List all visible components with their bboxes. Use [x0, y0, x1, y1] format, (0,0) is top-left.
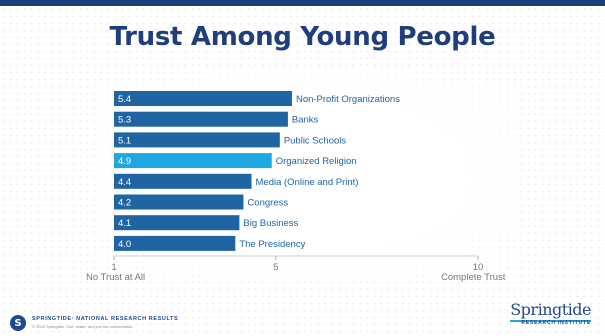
footer: S SPRINGTIDE· NATIONAL RESEARCH RESULTS … [10, 315, 178, 331]
springtide-logo: Springtide RESEARCH INSTITUTE [510, 300, 591, 326]
logo-underline [510, 320, 591, 322]
category-label: Non-Profit Organizations [296, 94, 400, 105]
x-tick-label: 1 [111, 262, 116, 273]
bar-value-label: 5.4 [118, 94, 131, 105]
springtide-badge-icon: S [10, 315, 26, 331]
axis-max-label: Complete Trust [441, 272, 506, 283]
bar [114, 111, 288, 127]
slide-title: Trust Among Young People [109, 22, 496, 52]
footer-title: SPRINGTIDE· NATIONAL RESEARCH RESULTS [32, 316, 179, 322]
category-label: The Presidency [239, 239, 305, 250]
bar-value-label: 4.0 [118, 239, 131, 250]
bar [114, 194, 244, 210]
footer-copyright: © 2020 Springtide. Cite, share, and join… [32, 324, 134, 329]
logo-subtitle: RESEARCH INSTITUTE [521, 320, 591, 326]
bar-value-label: 4.2 [118, 198, 131, 209]
bar [114, 132, 280, 148]
x-tick-label: 10 [473, 262, 484, 273]
footer-text: SPRINGTIDE· NATIONAL RESEARCH RESULTS © … [32, 315, 178, 331]
bar-value-label: 4.9 [118, 156, 131, 167]
logo-wordmark: Springtide [510, 300, 591, 319]
bar-value-label: 4.1 [118, 218, 131, 229]
category-label: Big Business [243, 218, 298, 229]
bar [114, 235, 236, 251]
top-accent-bar [0, 0, 605, 6]
bar [114, 153, 272, 169]
axis-min-label: No Trust at All [86, 272, 146, 283]
category-label: Public Schools [284, 135, 347, 146]
category-label: Media (Online and Print) [256, 177, 359, 188]
bar [114, 215, 240, 231]
category-label: Banks [292, 115, 319, 126]
bar [114, 91, 292, 106]
category-label: Organized Religion [276, 156, 357, 167]
bar-value-label: 4.4 [118, 177, 131, 188]
x-tick-label: 5 [273, 262, 278, 273]
bar [114, 173, 252, 189]
bar-value-label: 5.1 [118, 135, 131, 146]
bar-value-label: 5.3 [118, 115, 131, 126]
category-label: Congress [247, 198, 288, 209]
